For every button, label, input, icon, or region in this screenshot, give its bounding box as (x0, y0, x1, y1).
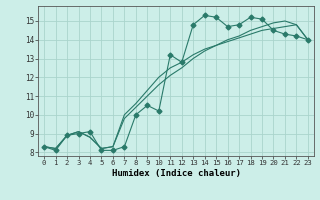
X-axis label: Humidex (Indice chaleur): Humidex (Indice chaleur) (111, 169, 241, 178)
